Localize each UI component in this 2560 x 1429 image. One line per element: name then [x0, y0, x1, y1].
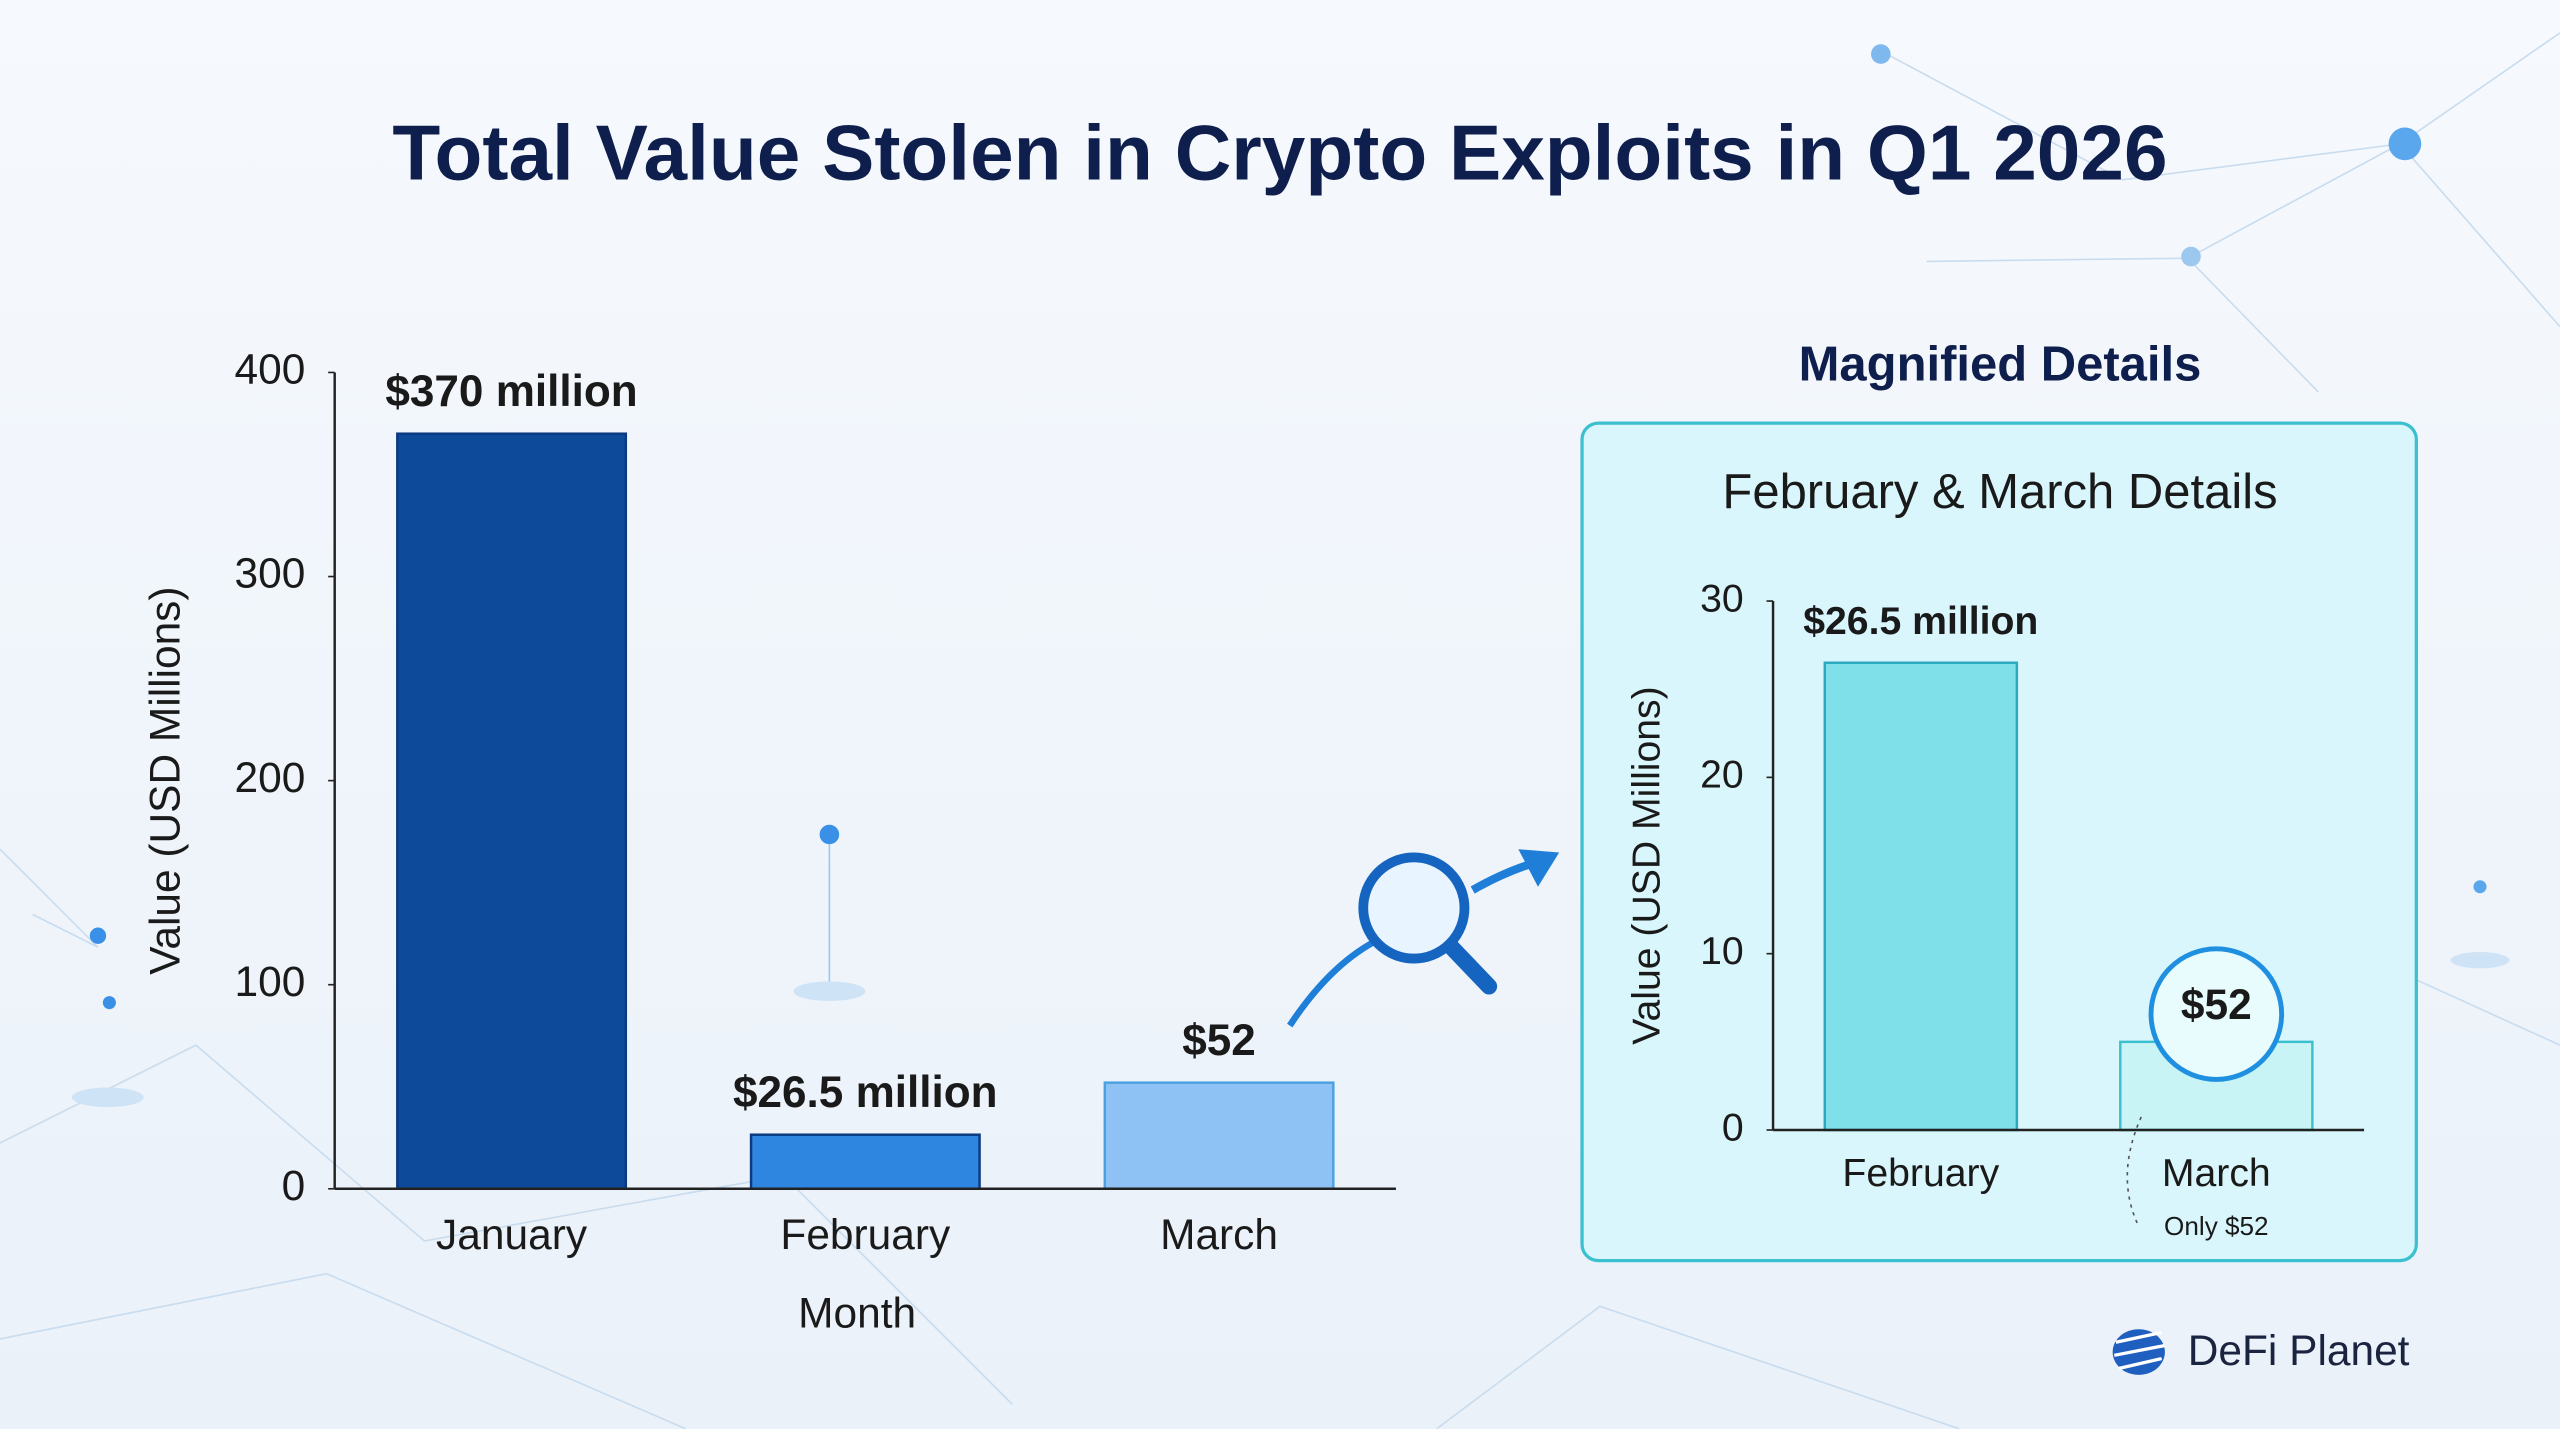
- y-axis-label: Value (USD Millions): [141, 586, 188, 974]
- data-label: $52: [1182, 1016, 1256, 1065]
- x-tick-label: January: [436, 1211, 588, 1258]
- bar: [396, 432, 628, 1191]
- y-tick-label: 200: [234, 754, 305, 801]
- annotation-leader: [2126, 1116, 2142, 1226]
- inset-title: February & March Details: [1722, 465, 2277, 519]
- y-tick-label: 0: [282, 1162, 306, 1209]
- y-tick-label: 10: [1700, 930, 1744, 973]
- chart-title: Total Value Stolen in Crypto Exploits in…: [392, 108, 2167, 196]
- x-tick-label: February: [780, 1211, 951, 1258]
- network-decoration: [0, 32, 2560, 1429]
- highlight-circle: [2148, 946, 2285, 1082]
- annotation: $52: [2181, 981, 2252, 1028]
- y-axis-label: Value (USD Millions): [1625, 686, 1668, 1044]
- bar: [1103, 1081, 1335, 1191]
- data-label: $26.5 million: [1803, 600, 2038, 643]
- data-label: $370 million: [385, 367, 637, 416]
- y-tick-label: 30: [1700, 577, 1744, 620]
- data-label: $26.5 million: [733, 1068, 998, 1117]
- y-tick-label: 0: [1722, 1106, 1744, 1149]
- magnifier-icon: [1287, 849, 1560, 1028]
- inset-heading: Magnified Details: [1799, 337, 2202, 391]
- y-tick-label: 400: [234, 346, 305, 393]
- logo-text: DeFi Planet: [2188, 1327, 2410, 1374]
- x-tick-label: February: [1842, 1152, 1999, 1195]
- logo: DeFi Planet: [2112, 1327, 2410, 1375]
- y-tick-label: 100: [234, 958, 305, 1005]
- bar: [1823, 661, 2019, 1132]
- annotation: Only $52: [2164, 1211, 2269, 1241]
- x-tick-label: March: [1160, 1211, 1278, 1258]
- bar: [749, 1133, 981, 1191]
- y-tick-label: 300: [234, 550, 305, 597]
- x-tick-label: March: [2162, 1152, 2271, 1195]
- y-tick-label: 20: [1700, 754, 1744, 797]
- x-axis-label: Month: [798, 1289, 916, 1336]
